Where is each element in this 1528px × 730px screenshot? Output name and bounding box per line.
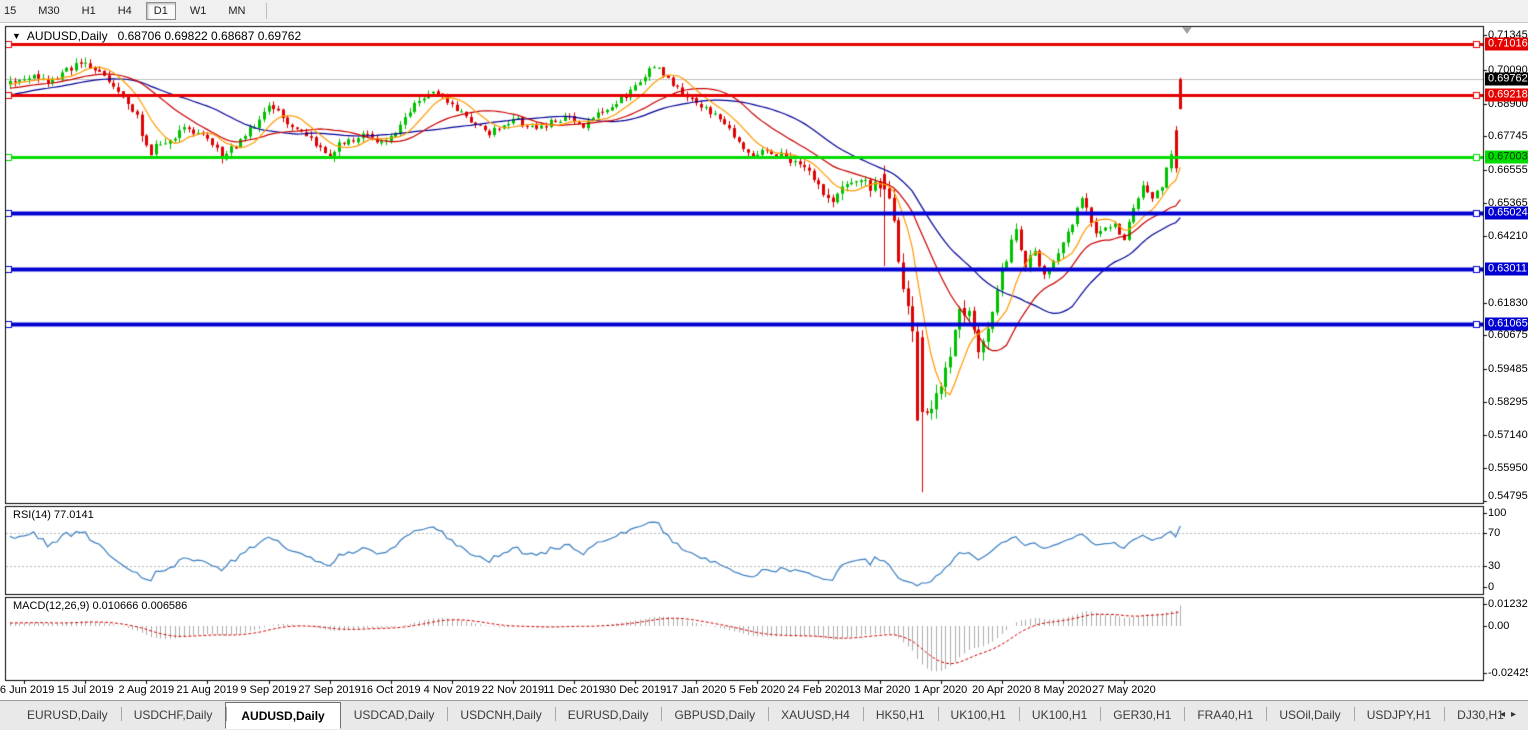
symbol-tab-usoil-daily[interactable]: USOil,Daily <box>1266 703 1353 726</box>
symbol-tab-hk50-h1[interactable]: HK50,H1 <box>862 703 938 726</box>
price-axis-tick: 0.66555 <box>1488 163 1528 176</box>
chart-shift-marker-icon[interactable] <box>1182 27 1192 34</box>
symbol-tab-uk100-h1[interactable]: UK100,H1 <box>937 703 1019 726</box>
date-axis-label: 27 Sep 2019 <box>298 684 361 696</box>
date-axis-label: 4 Nov 2019 <box>423 684 480 696</box>
date-axis-label: 9 Sep 2019 <box>240 684 297 696</box>
date-axis-label: 13 Mar 2020 <box>848 684 911 696</box>
tab-scroll-arrows: ◂▸ <box>1500 709 1522 720</box>
price-axis-tick: 0.61830 <box>1488 296 1528 309</box>
price-axis-badge: 0.61065 <box>1485 317 1528 331</box>
symbol-tab-xauusd-h4[interactable]: XAUUSD,H4 <box>768 703 863 726</box>
price-axis-badge: 0.69762 <box>1485 72 1528 86</box>
macd-axis-tick: 0.012325 <box>1488 598 1528 610</box>
date-axis-label: 17 Jan 2020 <box>665 684 727 696</box>
symbol-tab-dj30-h1[interactable]: DJ30,H1 <box>1444 703 1517 726</box>
rsi-axis-tick: 0 <box>1488 581 1495 593</box>
price-axis-tick: 0.54795 <box>1488 490 1528 502</box>
price-axis-tick: 0.57140 <box>1488 428 1528 441</box>
date-axis-label: 30 Dec 2019 <box>603 684 667 696</box>
price-axis-tick: 0.67745 <box>1488 130 1528 143</box>
date-axis-label: 5 Feb 2020 <box>729 684 786 696</box>
symbol-tab-usdcad-daily[interactable]: USDCAD,Daily <box>353 707 435 722</box>
date-axis-label: 11 Dec 2019 <box>543 684 605 696</box>
price-axis-badge: 0.67003 <box>1485 150 1528 164</box>
date-axis-label: 24 Feb 2020 <box>787 684 850 696</box>
rsi-indicator-label: RSI(14) 77.0141 <box>13 509 94 521</box>
symbol-tab-audusd-daily[interactable]: AUDUSD,Daily <box>225 702 341 729</box>
macd-axis-tick: -0.02425 <box>1488 667 1528 679</box>
price-axis-tick: 0.59485 <box>1488 362 1528 375</box>
price-axis-badge: 0.65024 <box>1485 206 1528 220</box>
symbol-tab-usdcnh-daily[interactable]: USDCNH,Daily <box>447 703 554 726</box>
chart-menu-icon[interactable]: ▼ <box>12 31 21 41</box>
price-axis-tick: 0.60675 <box>1488 329 1528 342</box>
price-axis-tick: 0.65365 <box>1488 197 1528 210</box>
chart-title: ▼ AUDUSD,Daily 0.68706 0.69822 0.68687 0.6… <box>12 29 301 43</box>
tab-scroll-left-icon[interactable]: ◂ <box>1499 709 1511 720</box>
price-axis-badge: 0.69218 <box>1485 88 1528 102</box>
rsi-axis-tick: 30 <box>1488 560 1501 572</box>
symbol-tab-ger30-h1[interactable]: GER30,H1 <box>1100 703 1184 726</box>
symbol-tabbar: EURUSD,Daily USDCHF,Daily AUDUSD,Daily USDC… <box>0 700 1528 730</box>
date-axis-label: 2 Aug 2019 <box>118 684 175 696</box>
date-axis-label: 26 Jun 2019 <box>0 684 55 696</box>
date-axis-label: 1 Apr 2020 <box>913 684 968 696</box>
chart-canvas[interactable] <box>0 0 1528 700</box>
price-axis-tick: 0.55950 <box>1488 462 1528 475</box>
price-axis-badge: 0.63011 <box>1485 262 1528 276</box>
date-axis-label: 22 Nov 2019 <box>481 684 545 696</box>
chart-ohlc-values: 0.68706 0.69822 0.68687 0.69762 <box>117 29 302 43</box>
symbol-tab-fra40-h1[interactable]: FRA40,H1 <box>1184 703 1266 726</box>
date-axis-label: 8 May 2020 <box>1034 684 1092 696</box>
date-axis-label: 21 Aug 2019 <box>176 684 239 696</box>
chart-symbol-label: AUDUSD,Daily <box>26 29 108 43</box>
tab-scroll-right-icon[interactable]: ▸ <box>1510 709 1522 720</box>
price-axis-tick: 0.58295 <box>1488 396 1528 409</box>
date-axis-label: 27 May 2020 <box>1092 684 1156 696</box>
price-axis-tick: 0.64210 <box>1488 229 1528 242</box>
date-axis-label: 15 Jul 2019 <box>56 684 114 696</box>
date-axis-label: 20 Apr 2020 <box>972 684 1032 696</box>
macd-indicator-label: MACD(12,26,9) 0.010666 0.006586 <box>13 600 188 612</box>
date-axis-label: 16 Oct 2019 <box>360 684 421 696</box>
symbol-tab-usdjpy-h1[interactable]: USDJPY,H1 <box>1353 703 1444 726</box>
rsi-axis-tick: 70 <box>1488 527 1501 540</box>
rsi-axis-tick: 100 <box>1488 507 1507 519</box>
macd-axis-tick: 0.00 <box>1488 620 1510 632</box>
symbol-tab-eurusd-daily[interactable]: EURUSD,Daily <box>27 707 108 722</box>
symbol-tab-eurusd-daily[interactable]: EURUSD,Daily <box>554 703 662 726</box>
symbol-tab-usdchf-daily[interactable]: USDCHF,Daily <box>120 703 226 726</box>
symbol-tab-uk100-h1[interactable]: UK100,H1 <box>1018 703 1100 726</box>
price-axis-badge: 0.71016 <box>1485 37 1528 51</box>
symbol-tab-gbpusd-daily[interactable]: GBPUSD,Daily <box>661 703 768 726</box>
